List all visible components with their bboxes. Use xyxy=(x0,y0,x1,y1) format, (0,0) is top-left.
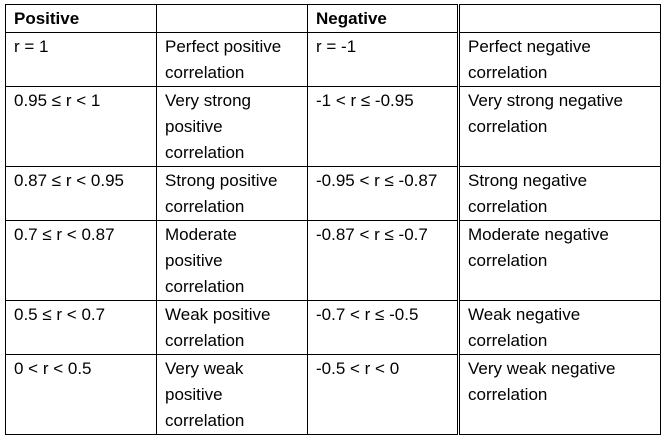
header-negative: Negative xyxy=(307,4,459,33)
positive-range-cell: 0.5 ≤ r < 0.7 xyxy=(5,300,157,355)
table-row: 0.87 ≤ r < 0.95 Strong positive correlat… xyxy=(5,166,661,221)
correlation-strength-table: Positive Negative r = 1 Perfect positive… xyxy=(5,4,661,435)
positive-description-cell: Strong positive correlation xyxy=(156,166,308,221)
correlation-table-container: Positive Negative r = 1 Perfect positive… xyxy=(5,4,661,435)
positive-range-cell: 0.7 ≤ r < 0.87 xyxy=(5,220,157,301)
positive-description-cell: Moderate positive correlation xyxy=(156,220,308,301)
positive-range-cell: 0 < r < 0.5 xyxy=(5,354,157,435)
negative-range-cell: -0.7 < r ≤ -0.5 xyxy=(307,300,459,355)
positive-description-cell: Very strong positive correlation xyxy=(156,86,308,167)
table-row: 0 < r < 0.5 Very weak positive correlati… xyxy=(5,354,661,435)
positive-description-cell: Very weak positive correlation xyxy=(156,354,308,435)
negative-description-cell: Weak negative correlation xyxy=(457,300,661,355)
header-empty-2 xyxy=(457,4,661,33)
positive-range-cell: 0.95 ≤ r < 1 xyxy=(5,86,157,167)
table-row: 0.5 ≤ r < 0.7 Weak positive correlation … xyxy=(5,300,661,355)
negative-range-cell: -0.95 < r ≤ -0.87 xyxy=(307,166,459,221)
table-header-row: Positive Negative xyxy=(5,4,661,33)
negative-range-cell: r = -1 xyxy=(307,32,459,87)
negative-description-cell: Very strong negative correlation xyxy=(457,86,661,167)
positive-range-cell: 0.87 ≤ r < 0.95 xyxy=(5,166,157,221)
positive-range-cell: r = 1 xyxy=(5,32,157,87)
negative-description-cell: Strong negative correlation xyxy=(457,166,661,221)
positive-description-cell: Perfect positive correlation xyxy=(156,32,308,87)
table-row: r = 1 Perfect positive correlation r = -… xyxy=(5,32,661,87)
table-row: 0.7 ≤ r < 0.87 Moderate positive correla… xyxy=(5,220,661,301)
table-row: 0.95 ≤ r < 1 Very strong positive correl… xyxy=(5,86,661,167)
negative-description-cell: Perfect negative correlation xyxy=(457,32,661,87)
negative-range-cell: -0.5 < r < 0 xyxy=(307,354,459,435)
negative-description-cell: Very weak negative correlation xyxy=(457,354,661,435)
negative-range-cell: -1 < r ≤ -0.95 xyxy=(307,86,459,167)
header-positive: Positive xyxy=(5,4,157,33)
negative-range-cell: -0.87 < r ≤ -0.7 xyxy=(307,220,459,301)
header-empty-1 xyxy=(156,4,308,33)
negative-description-cell: Moderate negative correlation xyxy=(457,220,661,301)
positive-description-cell: Weak positive correlation xyxy=(156,300,308,355)
